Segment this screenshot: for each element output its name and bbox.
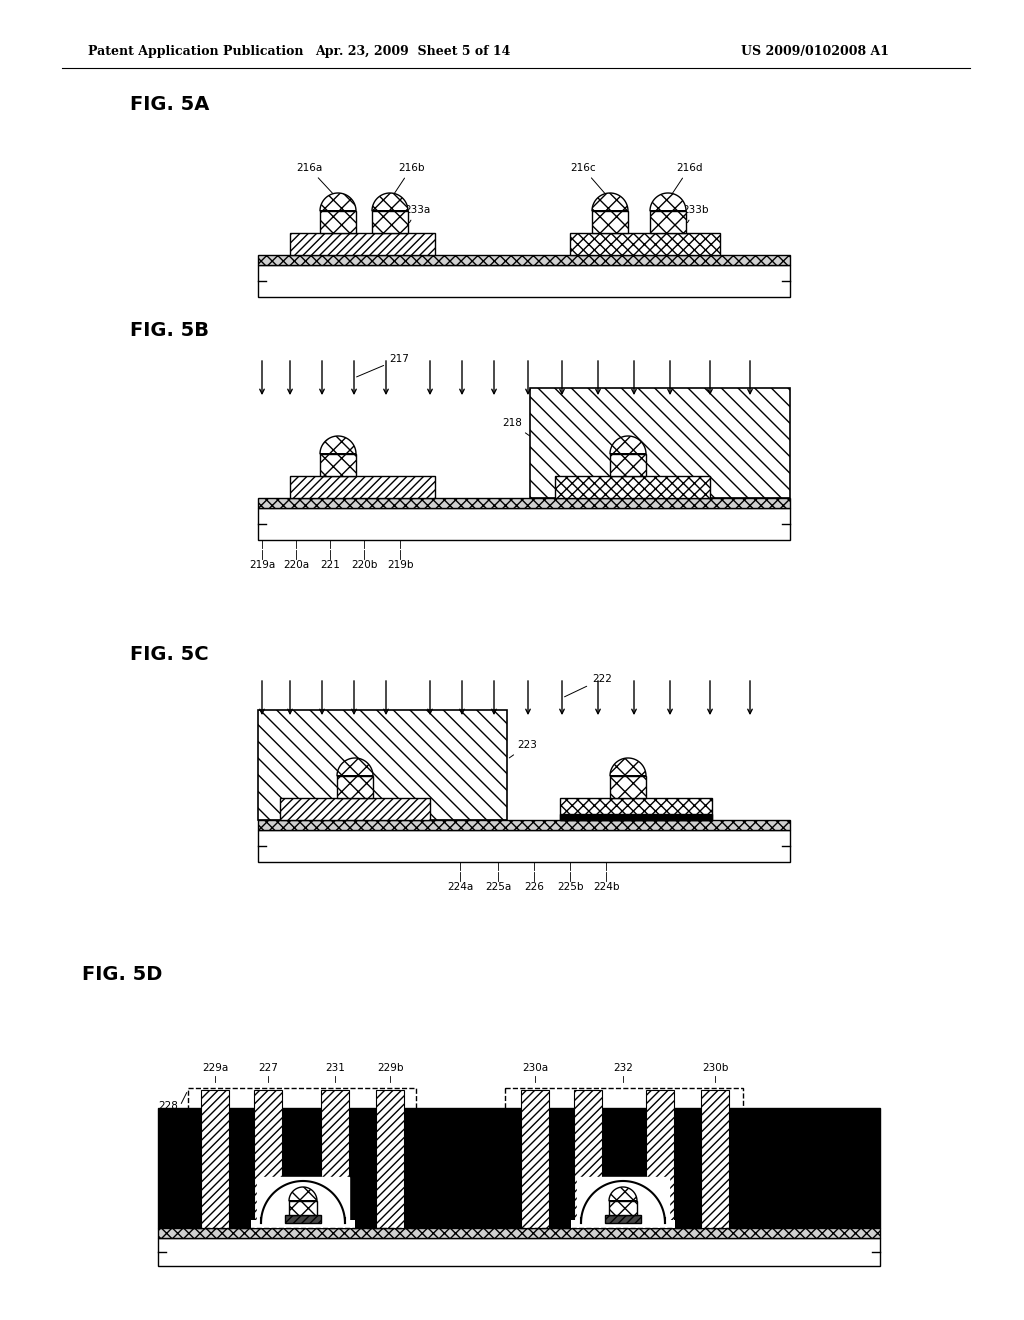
Text: 222: 222 — [564, 675, 612, 697]
Polygon shape — [610, 436, 646, 454]
Bar — [650, 211, 686, 234]
Bar — [158, 1238, 880, 1266]
Bar — [571, 1220, 675, 1228]
Bar — [289, 1201, 317, 1214]
Bar — [158, 1228, 880, 1238]
Polygon shape — [289, 1187, 317, 1201]
Polygon shape — [372, 193, 408, 211]
Bar — [258, 820, 790, 830]
Text: 216b: 216b — [393, 162, 425, 194]
Bar — [574, 1090, 602, 1228]
Bar — [251, 1220, 355, 1228]
Text: 216a: 216a — [296, 162, 334, 195]
Text: 229a: 229a — [202, 1063, 228, 1073]
Bar — [258, 830, 790, 862]
Text: 220b: 220b — [351, 560, 377, 570]
Bar — [646, 1090, 674, 1228]
Polygon shape — [592, 193, 628, 211]
Bar — [258, 508, 790, 540]
Text: FIG. 5C: FIG. 5C — [130, 645, 209, 664]
Bar — [609, 1201, 637, 1214]
Bar — [280, 799, 430, 820]
Text: FIG. 5B: FIG. 5B — [130, 321, 209, 339]
Text: 232: 232 — [613, 1063, 633, 1073]
Text: US 2009/0102008 A1: US 2009/0102008 A1 — [741, 45, 889, 58]
Polygon shape — [257, 1177, 349, 1224]
Bar — [610, 454, 646, 477]
Bar — [372, 211, 408, 234]
Text: 231: 231 — [325, 1063, 345, 1073]
Polygon shape — [577, 1177, 669, 1224]
Bar — [521, 1090, 549, 1228]
Text: 219b: 219b — [387, 560, 414, 570]
Text: FIG. 5D: FIG. 5D — [82, 965, 163, 985]
Bar — [555, 477, 710, 498]
Text: Patent Application Publication: Patent Application Publication — [88, 45, 303, 58]
Text: 221: 221 — [321, 560, 340, 570]
Bar — [258, 498, 790, 508]
Text: 225a: 225a — [485, 882, 511, 892]
Bar — [258, 255, 790, 265]
Bar — [290, 234, 435, 255]
Text: 220a: 220a — [283, 560, 309, 570]
Polygon shape — [319, 193, 356, 211]
Bar — [319, 211, 356, 234]
Bar — [258, 710, 507, 820]
Polygon shape — [609, 1187, 637, 1201]
Bar — [610, 776, 646, 799]
Bar — [290, 477, 435, 498]
Bar — [319, 454, 356, 477]
Bar — [285, 1214, 322, 1224]
Bar — [258, 265, 790, 297]
Bar — [605, 1214, 641, 1224]
Bar — [505, 1088, 743, 1228]
Text: 227: 227 — [258, 1063, 278, 1073]
Bar — [592, 211, 628, 234]
Bar — [530, 388, 790, 498]
Text: 223: 223 — [509, 741, 537, 758]
Polygon shape — [610, 758, 646, 776]
Bar — [188, 1088, 416, 1228]
Bar — [254, 1090, 282, 1228]
Text: 230b: 230b — [701, 1063, 728, 1073]
Text: 218: 218 — [502, 418, 529, 436]
Polygon shape — [650, 193, 686, 211]
Text: 233a: 233a — [404, 205, 430, 223]
Text: 224b: 224b — [593, 882, 620, 892]
Bar — [570, 234, 720, 255]
Text: 216d: 216d — [672, 162, 702, 194]
Bar — [560, 814, 712, 820]
Text: 224a: 224a — [446, 882, 473, 892]
Text: 228: 228 — [158, 1101, 178, 1111]
Polygon shape — [319, 436, 356, 454]
Bar — [321, 1090, 349, 1228]
Text: 233b: 233b — [682, 205, 709, 223]
Bar — [201, 1090, 229, 1228]
Text: 216c: 216c — [570, 162, 606, 195]
Text: 225b: 225b — [557, 882, 584, 892]
Text: 219a: 219a — [249, 560, 275, 570]
Bar — [701, 1090, 729, 1228]
Text: 230a: 230a — [522, 1063, 548, 1073]
Text: 226: 226 — [524, 882, 544, 892]
Bar — [158, 1107, 880, 1228]
Text: 217: 217 — [356, 354, 409, 378]
Text: FIG. 5A: FIG. 5A — [130, 95, 209, 115]
Bar — [337, 776, 373, 799]
Text: 229b: 229b — [377, 1063, 403, 1073]
Bar — [560, 799, 712, 820]
Text: Apr. 23, 2009  Sheet 5 of 14: Apr. 23, 2009 Sheet 5 of 14 — [315, 45, 511, 58]
Bar — [376, 1090, 404, 1228]
Polygon shape — [337, 758, 373, 776]
